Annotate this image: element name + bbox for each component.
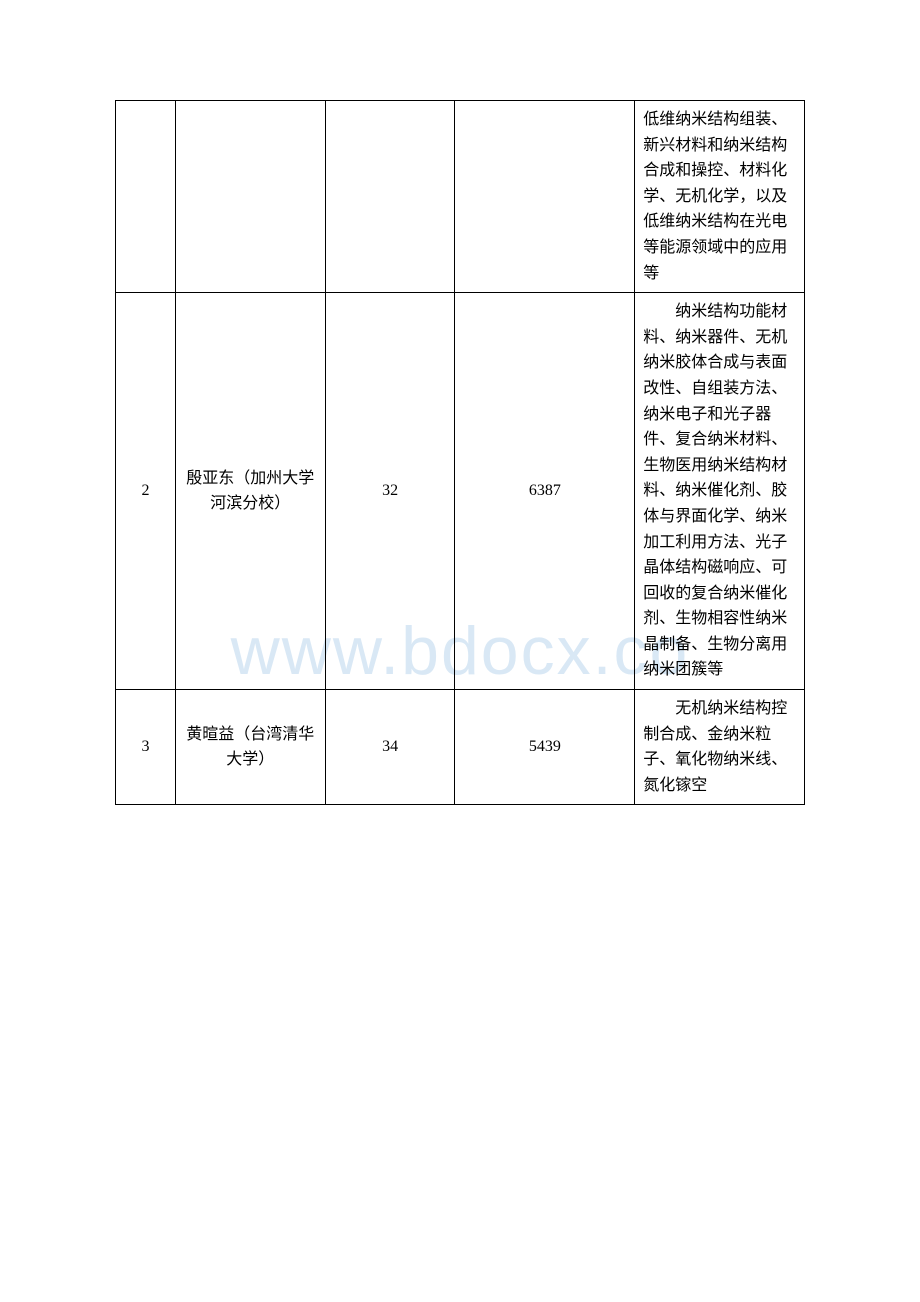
cell-index: 3 [116,690,176,805]
cell-value1 [325,101,455,293]
cell-name: 黄暄益（台湾清华大学） [175,690,325,805]
table-row: 低维纳米结构组装、新兴材料和纳米结构合成和操控、材料化学、无机化学，以及低维纳米… [116,101,805,293]
cell-research: 纳米结构功能材料、纳米器件、无机纳米胶体合成与表面改性、自组装方法、纳米电子和光… [635,293,805,690]
data-table: 低维纳米结构组装、新兴材料和纳米结构合成和操控、材料化学、无机化学，以及低维纳米… [115,100,805,805]
cell-index: 2 [116,293,176,690]
cell-research: 低维纳米结构组装、新兴材料和纳米结构合成和操控、材料化学、无机化学，以及低维纳米… [635,101,805,293]
cell-value1: 32 [325,293,455,690]
cell-value2: 5439 [455,690,635,805]
cell-value2 [455,101,635,293]
table-row: 3 黄暄益（台湾清华大学） 34 5439 无机纳米结构控制合成、金纳米粒子、氧… [116,690,805,805]
cell-research: 无机纳米结构控制合成、金纳米粒子、氧化物纳米线、氮化镓空 [635,690,805,805]
cell-value2: 6387 [455,293,635,690]
cell-name [175,101,325,293]
table-row: 2 殷亚东（加州大学河滨分校） 32 6387 纳米结构功能材料、纳米器件、无机… [116,293,805,690]
cell-index [116,101,176,293]
cell-name: 殷亚东（加州大学河滨分校） [175,293,325,690]
cell-value1: 34 [325,690,455,805]
